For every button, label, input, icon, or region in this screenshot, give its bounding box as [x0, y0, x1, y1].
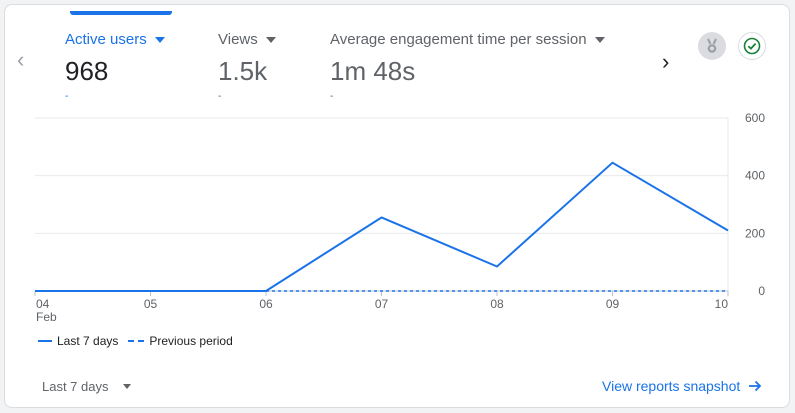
metric-change: -	[65, 91, 69, 102]
medal-icon-svg	[707, 38, 717, 53]
x-tick-label: 10	[715, 297, 729, 311]
check-circle-icon-svg	[743, 37, 761, 55]
date-range-label: Last 7 days	[42, 379, 109, 394]
x-tick-label: 04	[36, 297, 50, 311]
y-tick-label: 400	[745, 169, 765, 183]
legend-swatch-solid	[38, 340, 52, 342]
chart-legend: Last 7 days Previous period	[38, 334, 243, 348]
metric-views[interactable]: Views 1.5k -	[218, 31, 276, 102]
series-line-last-7-days	[35, 161, 729, 292]
legend-label: Previous period	[149, 334, 233, 348]
x-tick-label: 09	[606, 297, 620, 311]
caret-down-icon	[594, 36, 605, 43]
line-chart: 600 400 200 0 04 05 06 07 08 09 10 Feb	[34, 111, 765, 324]
y-tick-label: 0	[758, 284, 765, 298]
caret-down-icon	[122, 384, 131, 389]
metric-label-row: Active users	[65, 31, 165, 48]
check-circle-icon[interactable]	[738, 32, 766, 60]
legend-swatch-dashed	[128, 340, 145, 342]
caret-down-icon	[154, 36, 165, 43]
legend-label: Last 7 days	[57, 334, 119, 348]
active-users-card: ‹ Active users 968 - Views 1.5k - Averag…	[4, 4, 790, 408]
metric-label-row: Views	[218, 31, 276, 48]
metric-change: -	[330, 91, 334, 102]
x-tick-label: 08	[490, 297, 504, 311]
metric-value: 1m 48s	[330, 56, 416, 86]
metric-label: Active users	[65, 31, 147, 48]
active-tab-indicator	[70, 11, 172, 15]
metric-active-users[interactable]: Active users 968 -	[65, 31, 165, 102]
x-tick-label: 05	[144, 297, 158, 311]
x-tick-label: 07	[375, 297, 389, 311]
metric-change: -	[218, 91, 222, 102]
metric-label: Views	[218, 31, 258, 48]
medal-icon[interactable]	[698, 32, 726, 60]
metric-value: 1.5k	[218, 56, 268, 86]
legend-item-current: Last 7 days	[38, 334, 118, 348]
metric-label: Average engagement time per session	[330, 31, 587, 48]
y-tick-label: 600	[745, 111, 765, 125]
x-tick-label: 06	[259, 297, 273, 311]
metric-value: 968	[65, 56, 109, 86]
legend-item-previous: Previous period	[128, 334, 233, 348]
date-range-selector[interactable]: Last 7 days	[42, 379, 131, 394]
chevron-right-icon[interactable]: ›	[662, 49, 670, 74]
snapshot-link-label: View reports snapshot	[602, 378, 741, 394]
view-reports-snapshot-link[interactable]: View reports snapshot	[602, 378, 762, 394]
chevron-left-icon[interactable]: ‹	[17, 47, 25, 72]
y-tick-label: 200	[745, 226, 765, 240]
metric-label-row: Average engagement time per session	[330, 31, 605, 48]
arrow-right-icon	[749, 380, 762, 392]
metric-engagement-time[interactable]: Average engagement time per session 1m 4…	[330, 31, 605, 102]
x-month-label: Feb	[36, 310, 57, 324]
caret-down-icon	[265, 36, 276, 43]
